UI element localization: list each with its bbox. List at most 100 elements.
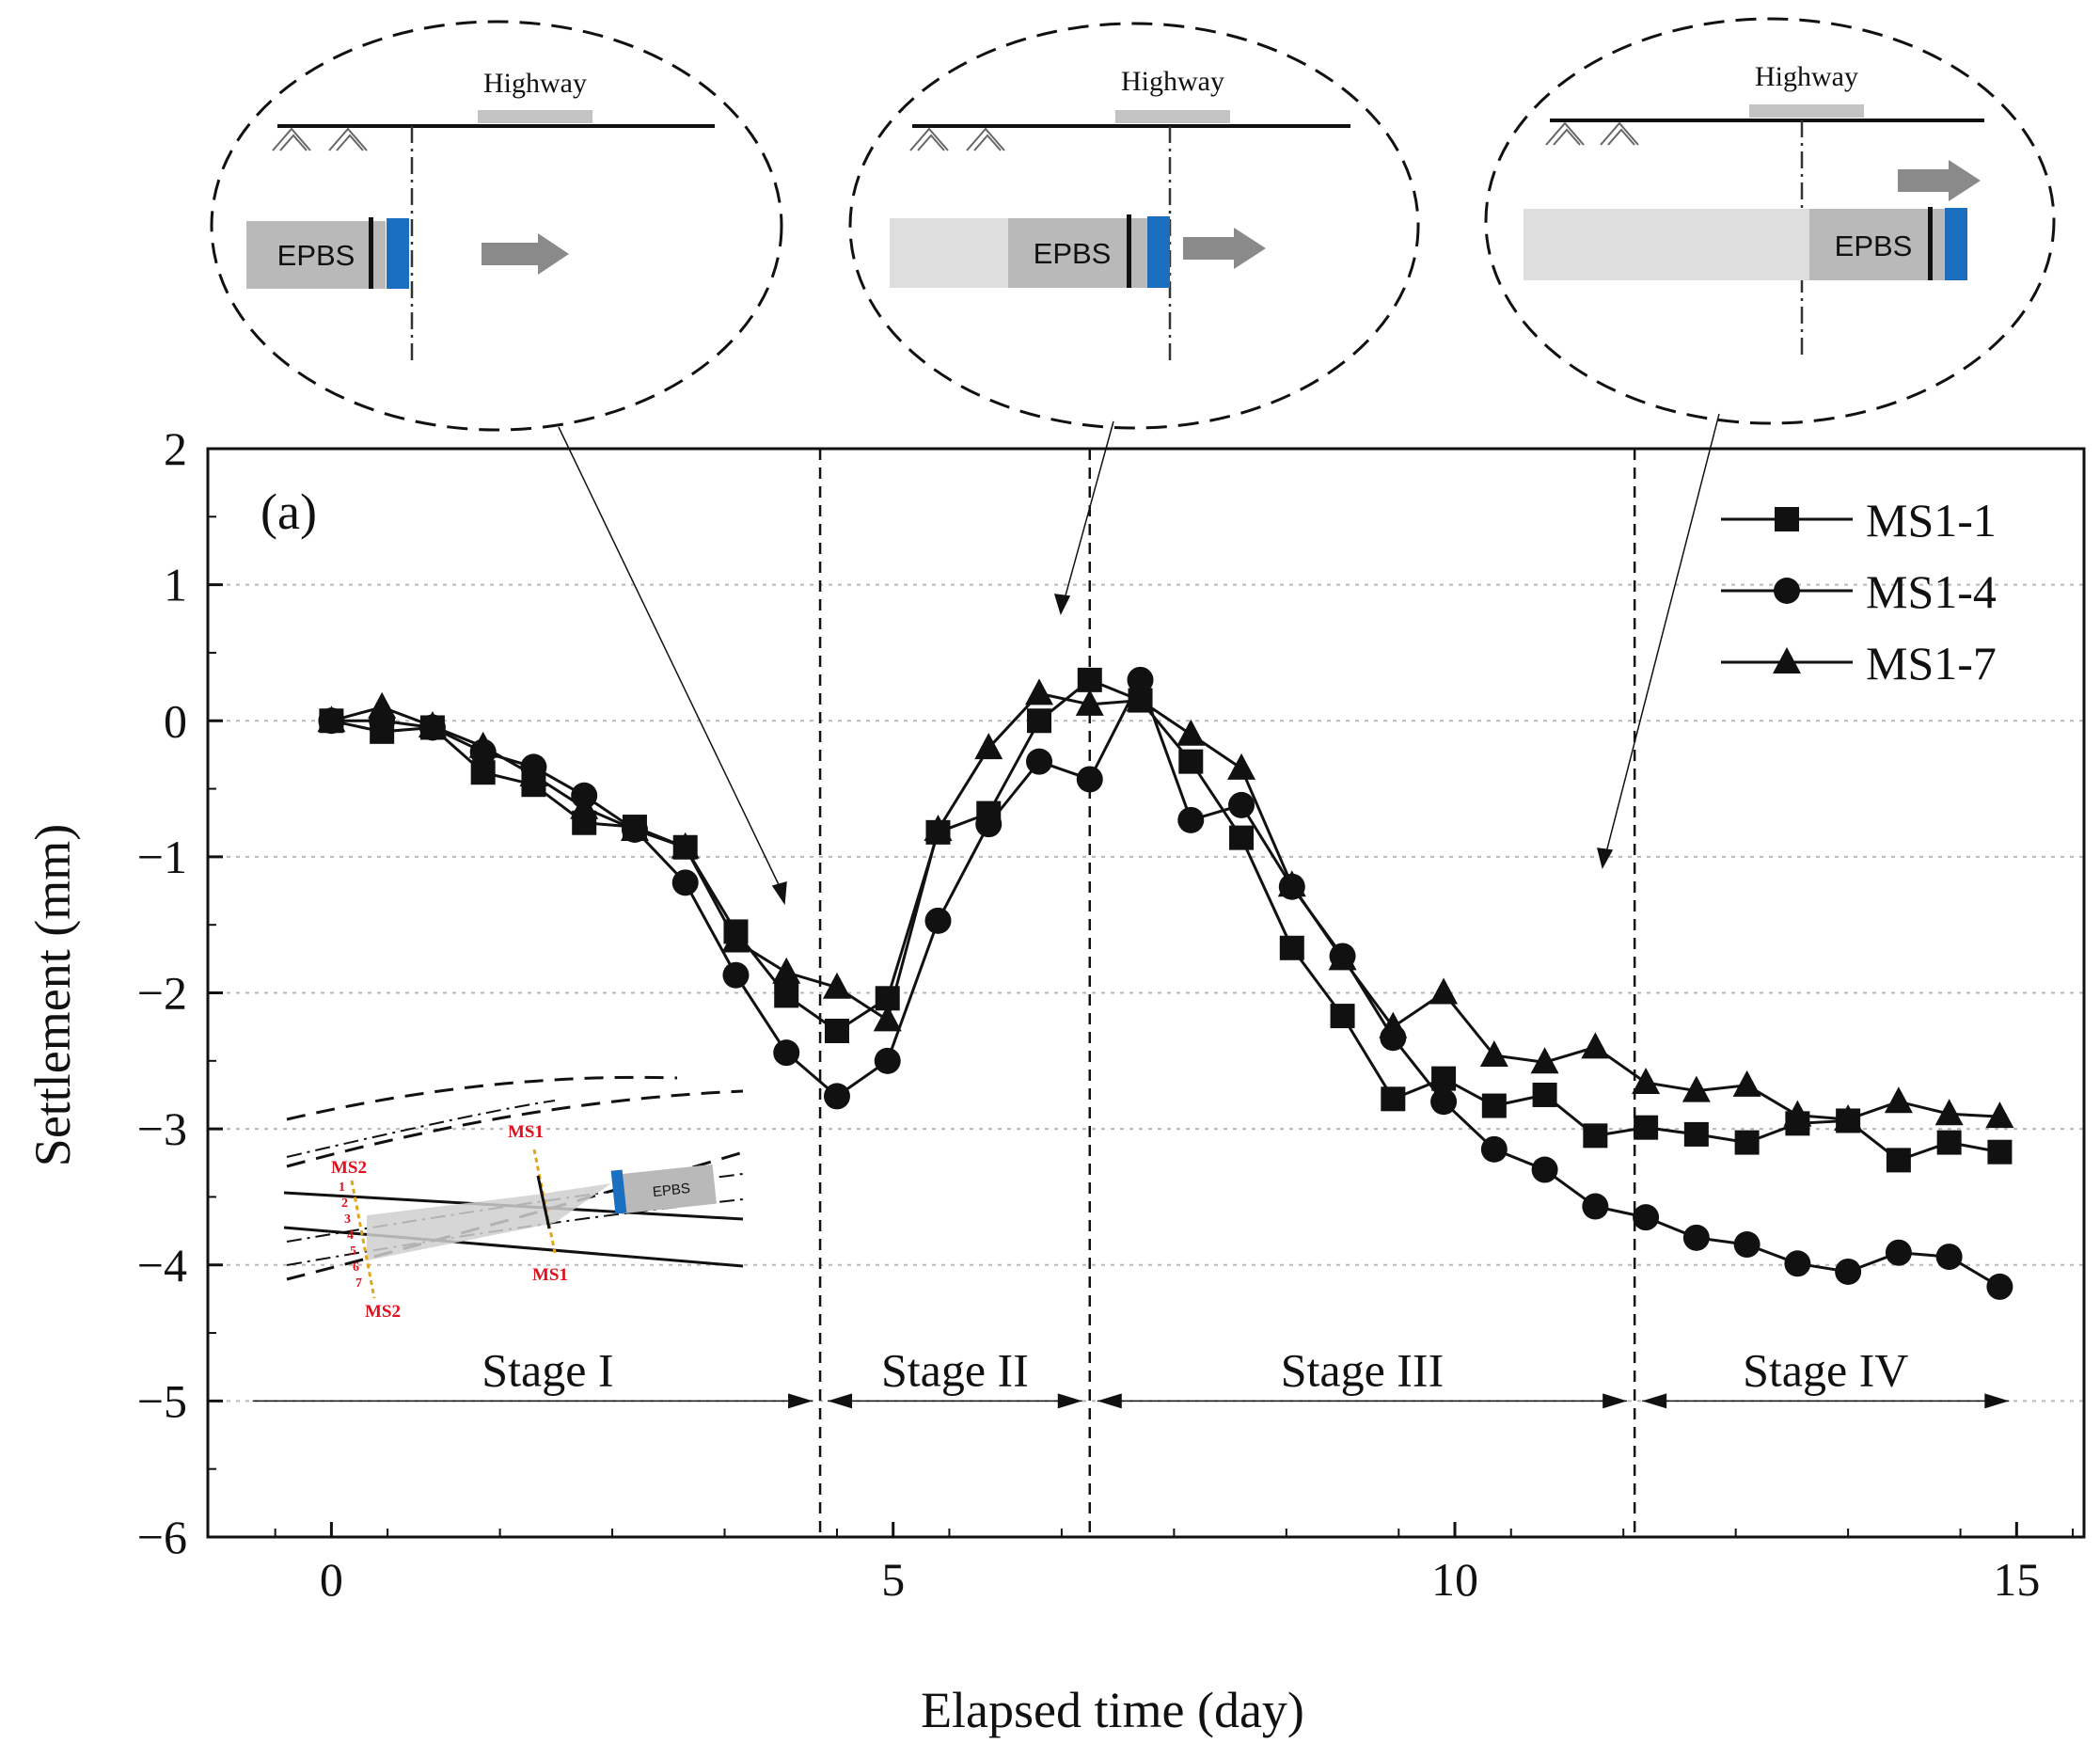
legend-item: MS1-4 xyxy=(1721,565,1997,618)
y-tick-label: 1 xyxy=(164,559,187,611)
ground-hatch xyxy=(909,127,1005,151)
data-point xyxy=(1934,1099,1964,1126)
svg-text:6: 6 xyxy=(353,1260,359,1275)
highway-bar xyxy=(478,110,592,123)
stage-label: Stage II xyxy=(881,1343,1029,1396)
epbs-machine xyxy=(1008,218,1147,288)
data-point xyxy=(722,961,750,989)
x-tick-label: 15 xyxy=(1993,1553,2040,1606)
svg-text:1: 1 xyxy=(339,1181,345,1195)
data-point xyxy=(774,983,799,1008)
legend-marker xyxy=(1774,578,1800,604)
data-point xyxy=(1328,943,1357,971)
data-point xyxy=(317,705,346,733)
data-point xyxy=(1431,1066,1457,1091)
data-point xyxy=(1379,1011,1408,1038)
data-point xyxy=(1480,1135,1508,1163)
schematic-stage-3: Highway EPBS xyxy=(1484,17,2056,425)
cutter-shield xyxy=(1945,208,1967,280)
x-axis-title: Elapsed time (day) xyxy=(921,1682,1304,1738)
legend: MS1-1 MS1-4 MS1-7 xyxy=(1721,494,1997,689)
cutter-shield xyxy=(387,218,409,289)
inset-label-ms1-bottom: MS1 xyxy=(532,1265,568,1285)
data-point xyxy=(1481,1093,1507,1118)
legend-marker xyxy=(1773,647,1801,673)
data-point xyxy=(974,733,1003,760)
data-point xyxy=(468,731,497,758)
legend-marker xyxy=(1775,507,1799,531)
series-line xyxy=(331,676,2001,1289)
highway-label: Highway xyxy=(1121,66,1224,97)
stage-arrowhead xyxy=(788,1393,813,1409)
data-point xyxy=(1682,1224,1710,1251)
data-point xyxy=(1429,977,1459,1005)
stage-label: Stage III xyxy=(1281,1343,1445,1396)
series-MS1-7 xyxy=(317,678,2014,1132)
callout-arrows xyxy=(558,413,1720,906)
inset-label-ms2-top: MS2 xyxy=(331,1158,367,1178)
svg-text:7: 7 xyxy=(355,1276,362,1291)
data-point xyxy=(418,711,447,738)
series-line xyxy=(331,691,2000,1121)
cutter-shield xyxy=(1147,216,1170,288)
data-point xyxy=(1834,1104,1863,1132)
epbs-label: EPBS xyxy=(1835,230,1913,262)
svg-text:4: 4 xyxy=(347,1228,354,1243)
data-point xyxy=(671,869,699,896)
legend-item: MS1-1 xyxy=(1721,494,1997,547)
data-point xyxy=(1582,1193,1609,1220)
svg-text:3: 3 xyxy=(344,1212,351,1227)
y-tick-label: −2 xyxy=(137,967,187,1020)
data-point xyxy=(1178,749,1204,774)
stage-arrowhead xyxy=(1097,1393,1122,1409)
data-point xyxy=(1430,1088,1458,1116)
data-point xyxy=(823,1083,850,1110)
data-point xyxy=(822,972,851,999)
data-point xyxy=(1279,935,1304,960)
stage-arrowhead xyxy=(1642,1393,1667,1409)
data-point xyxy=(1886,1148,1911,1173)
tunnel-lining xyxy=(1524,209,1809,280)
inset-label-ms1-top: MS1 xyxy=(508,1122,544,1142)
panel-label: (a) xyxy=(261,483,317,540)
data-point xyxy=(1734,1130,1760,1155)
highway-label: Highway xyxy=(1755,61,1858,92)
data-point xyxy=(519,760,548,787)
data-point xyxy=(1985,1101,2014,1129)
schematic-stage-2: Highway EPBS xyxy=(848,22,1420,430)
stage-label: Stage I xyxy=(482,1343,613,1396)
series-MS1-1 xyxy=(319,667,2013,1173)
data-point xyxy=(1986,1273,2013,1300)
data-point xyxy=(1229,825,1255,850)
data-point xyxy=(1176,719,1206,746)
y-tick-label: 0 xyxy=(164,694,187,747)
data-point xyxy=(874,1047,901,1074)
data-point xyxy=(773,1039,800,1067)
epbs-label: EPBS xyxy=(1034,237,1112,270)
epbs-machine xyxy=(246,221,386,289)
y-tick-label: −4 xyxy=(137,1239,187,1292)
data-point xyxy=(1126,685,1155,712)
svg-text:5: 5 xyxy=(350,1244,356,1259)
data-point xyxy=(1835,1258,1862,1285)
data-point xyxy=(1885,1239,1912,1266)
ground-hatch xyxy=(272,127,368,151)
epbs-machine xyxy=(1809,209,1949,280)
series-line xyxy=(331,678,2000,1163)
data-point xyxy=(1076,766,1103,793)
data-point xyxy=(824,1018,849,1043)
data-point xyxy=(1127,666,1154,693)
inset-point-numbers: 1 2 3 4 5 6 7 xyxy=(339,1181,362,1291)
advance-arrow-icon xyxy=(1898,160,1981,201)
data-point xyxy=(1075,689,1104,716)
advance-arrow-icon xyxy=(1183,228,1266,269)
y-axis-title: Settlement (mm) xyxy=(24,824,81,1166)
legend-label: MS1-1 xyxy=(1866,494,1997,547)
data-point xyxy=(1682,1075,1711,1102)
data-point xyxy=(1783,1100,1812,1127)
data-point xyxy=(1228,791,1255,818)
inset-epbs-label: EPBS xyxy=(652,1181,691,1200)
stage-label: Stage IV xyxy=(1743,1343,1908,1396)
data-point xyxy=(1632,1067,1661,1094)
data-point xyxy=(1531,1156,1558,1183)
